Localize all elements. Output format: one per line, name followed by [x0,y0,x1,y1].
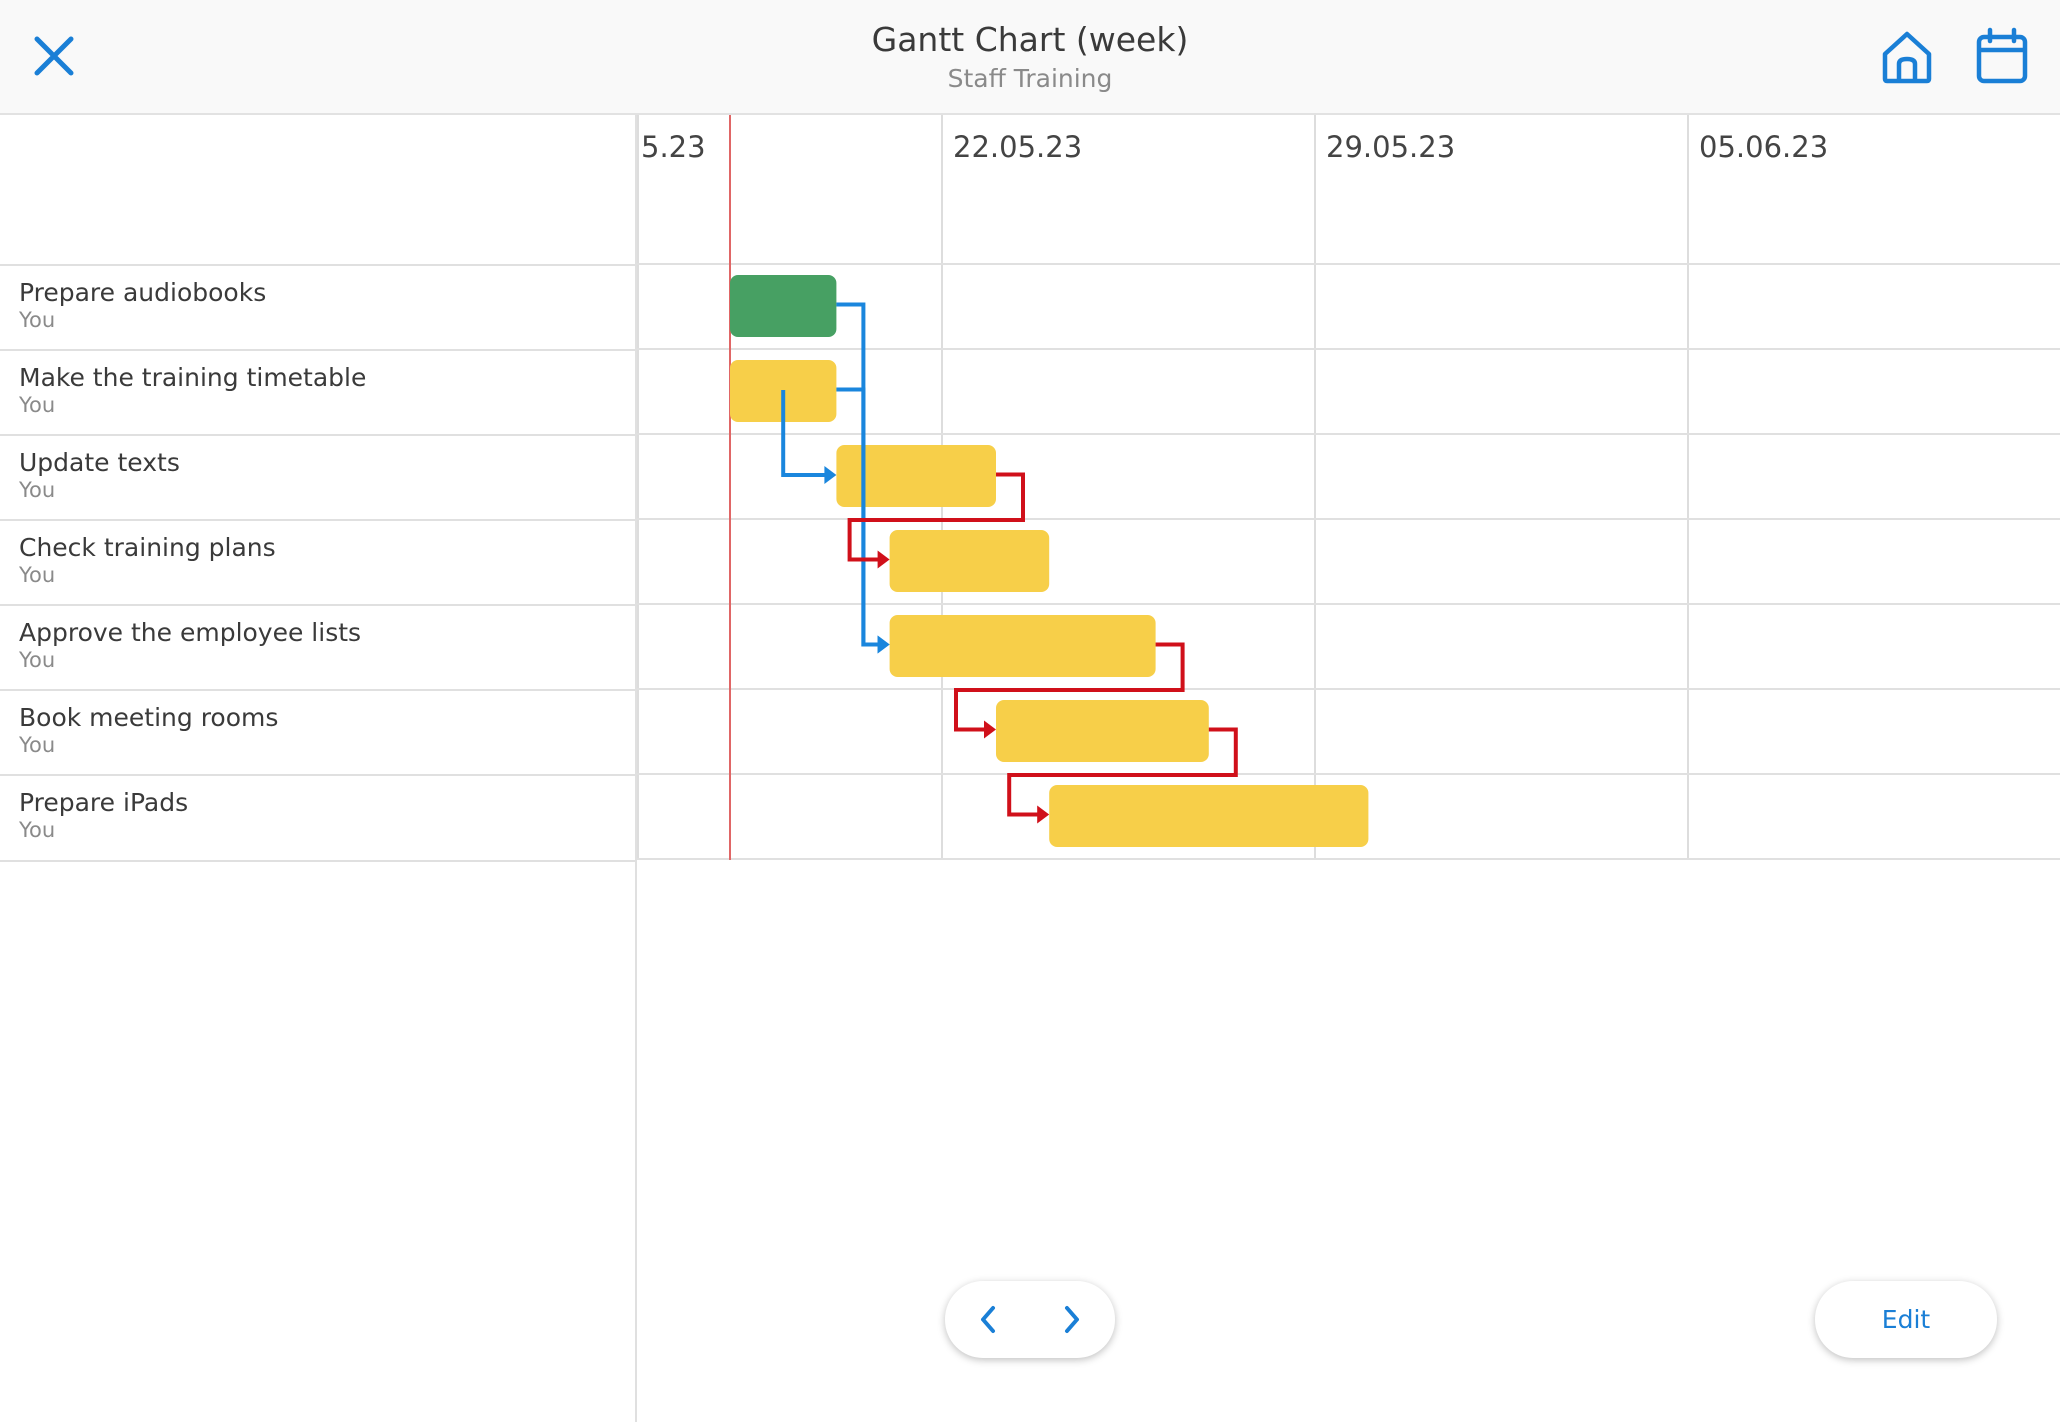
task-name: Book meeting rooms [19,703,279,732]
chevron-right-icon[interactable] [1037,1281,1107,1358]
task-bar [836,445,996,507]
task-name: Prepare audiobooks [19,278,267,307]
header-bar: Gantt Chart (week) Staff Training [0,0,2060,115]
task-owner: You [19,733,56,757]
home-icon[interactable] [1877,26,1937,86]
title-block: Gantt Chart (week) Staff Training [0,18,2060,96]
dependency-line [781,390,827,477]
week-navigation [945,1281,1115,1358]
dependency-arrowhead [1037,805,1050,824]
task-row[interactable]: Update texts You [0,434,637,519]
date-label: 05.06.23 [1699,130,1828,164]
task-row[interactable]: Approve the employee lists You [0,604,637,689]
dependency-line [1007,727,1238,817]
edit-button[interactable]: Edit [1815,1281,1997,1358]
task-owner: You [19,393,56,417]
task-owner: You [19,478,56,502]
page-title: Gantt Chart (week) [871,20,1189,59]
task-list: Prepare audiobooks You Make the training… [0,115,637,1422]
dependency-arrowhead [877,635,890,654]
gantt-timeline: 5.23 22.05.23 29.05.23 05.06.23 [637,115,2060,1422]
task-row[interactable]: Prepare iPads You [0,774,637,859]
task-bar [889,615,1156,677]
task-owner: You [19,308,56,332]
task-row[interactable]: Prepare audiobooks You [0,264,637,349]
chevron-left-icon[interactable] [953,1281,1023,1358]
dependency-arrowhead [824,466,837,484]
task-owner: You [19,818,56,842]
task-row[interactable]: Book meeting rooms You [0,689,637,774]
task-bar [889,530,1050,592]
dependency-arrowhead [877,550,890,569]
calendar-icon[interactable] [1972,26,2032,86]
task-name: Approve the employee lists [19,618,362,647]
date-label: 5.23 [641,130,706,164]
task-bar [730,275,837,337]
dependency-line [847,472,1025,562]
close-icon[interactable] [24,26,84,86]
dependency-arrowhead [984,720,996,739]
task-owner: You [19,648,56,672]
task-name: Make the training timetable [19,363,367,392]
task-bar [1049,785,1369,847]
page-subtitle: Staff Training [947,64,1113,93]
row-divider [0,860,637,862]
task-name: Prepare iPads [19,788,189,817]
task-row[interactable]: Make the training timetable You [0,349,637,434]
task-row[interactable]: Check training plans You [0,519,637,604]
task-name: Update texts [19,448,180,477]
task-bar [996,700,1209,762]
date-label: 29.05.23 [1326,130,1455,164]
dependency-line [836,387,880,647]
date-label: 22.05.23 [953,130,1082,164]
dependency-line [954,642,1185,732]
task-name: Check training plans [19,533,276,562]
gantt-chart: 5.23 22.05.23 29.05.23 05.06.23 [637,115,2060,860]
task-owner: You [19,563,56,587]
